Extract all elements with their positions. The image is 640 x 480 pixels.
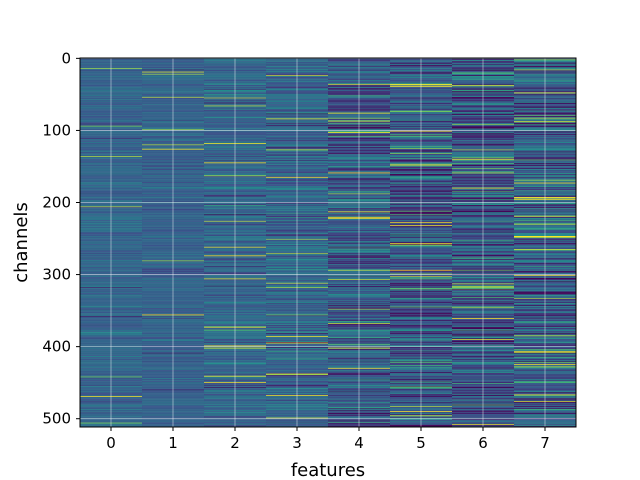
- y-tick-label: 100: [42, 121, 71, 139]
- x-tick-label: 2: [230, 434, 240, 452]
- x-tick-label: 3: [292, 434, 302, 452]
- heatmap-cells: [80, 58, 577, 428]
- y-axis-label: channels: [11, 202, 32, 283]
- y-tick-label: 500: [42, 410, 71, 428]
- x-tick-label: 0: [106, 434, 116, 452]
- x-axis-ticks: 0 1 2 3 4 5 6 7: [106, 427, 550, 452]
- y-axis-ticks: 0 100 200 300 400 500: [42, 49, 80, 428]
- grid-lines: [80, 57, 576, 427]
- y-tick-label: 400: [42, 338, 71, 356]
- y-tick-label: 200: [42, 194, 71, 212]
- y-tick-label: 300: [42, 266, 71, 284]
- y-tick-label: 0: [61, 49, 71, 67]
- plot-frame: [79, 57, 577, 428]
- x-tick-label: 1: [168, 434, 178, 452]
- x-tick-label: 5: [416, 434, 426, 452]
- x-tick-label: 6: [478, 434, 488, 452]
- x-axis-label: features: [291, 460, 365, 480]
- x-tick-label: 4: [354, 434, 364, 452]
- x-tick-label: 7: [540, 434, 550, 452]
